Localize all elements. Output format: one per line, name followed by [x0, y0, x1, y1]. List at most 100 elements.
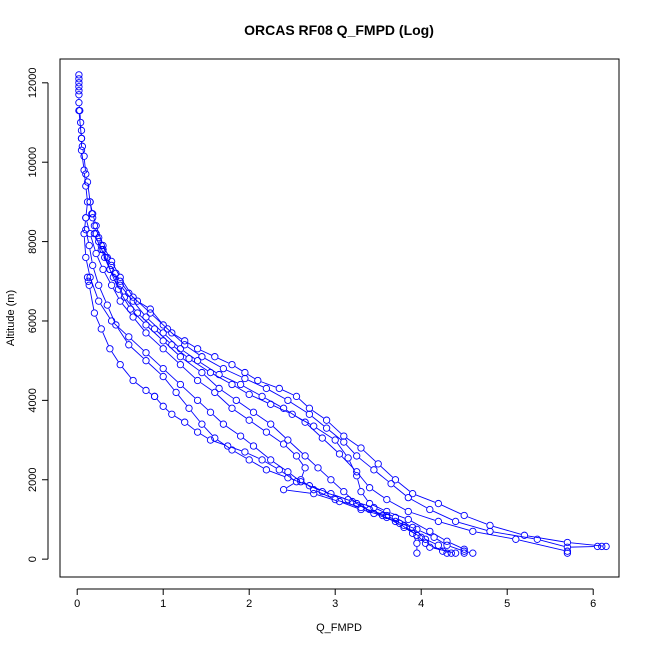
data-point: [198, 420, 206, 428]
series-segment: [358, 474, 368, 486]
series-segment: [458, 521, 487, 531]
data-point: [383, 511, 391, 520]
data-point: [413, 549, 421, 557]
series-segment: [540, 539, 565, 547]
data-point: [77, 134, 86, 143]
series-segment: [221, 390, 234, 399]
series-segment: [363, 450, 376, 462]
series-segment: [174, 415, 182, 421]
data-point: [95, 297, 103, 305]
y-tick-label: 4000: [27, 388, 39, 412]
data-point: [95, 281, 103, 289]
data-point: [82, 214, 90, 222]
series-segment: [226, 369, 242, 378]
data-point: [142, 329, 150, 337]
data-point: [106, 345, 114, 353]
data-point: [383, 513, 391, 522]
series-segment: [243, 437, 251, 445]
series-segment: [105, 260, 113, 275]
series-segment: [372, 504, 384, 511]
data-point: [159, 372, 167, 381]
data-point: [314, 464, 322, 472]
series-segment: [273, 405, 290, 414]
data-point: [344, 495, 352, 504]
series-segment: [372, 489, 385, 498]
series-segment: [89, 249, 93, 262]
data-point: [267, 456, 275, 464]
series-segment: [114, 280, 124, 295]
series-segment: [169, 331, 183, 343]
data-point: [275, 466, 283, 474]
series-9: [75, 106, 460, 557]
series-segment: [380, 465, 394, 478]
data-point: [82, 226, 90, 234]
series-segment: [183, 358, 200, 371]
series-segment: [102, 332, 109, 346]
series-segment: [282, 471, 294, 481]
data-point: [241, 448, 249, 456]
data-point: [451, 549, 460, 557]
series-2: [86, 198, 606, 551]
data-point: [460, 549, 468, 557]
series-segment: [493, 531, 534, 540]
data-point: [443, 537, 451, 545]
data-point: [116, 273, 124, 281]
data-point: [245, 416, 253, 424]
data-point: [318, 434, 326, 442]
series-segment: [364, 510, 380, 515]
data-point: [176, 353, 185, 361]
series-segment: [83, 237, 86, 254]
data-point: [391, 513, 400, 522]
data-point: [241, 374, 249, 383]
data-point: [434, 499, 443, 508]
series-segment: [433, 547, 453, 553]
series-segment: [165, 342, 179, 355]
series-segment: [269, 433, 281, 443]
series-segment: [359, 457, 372, 468]
series-segment: [325, 492, 345, 499]
series-segment: [213, 440, 225, 446]
series-segment: [135, 319, 145, 331]
data-point: [181, 337, 189, 345]
x-axis: 0 1 2 3 4 5 6: [74, 588, 596, 610]
series-segment: [247, 453, 260, 459]
series-segment: [519, 539, 564, 551]
series-segment: [317, 494, 337, 501]
series-segment: [298, 398, 308, 407]
data-point: [78, 142, 87, 150]
data-point: [103, 301, 111, 309]
data-point: [129, 376, 137, 385]
data-point: [159, 329, 167, 337]
series-segment: [424, 538, 436, 545]
data-point: [107, 281, 116, 289]
x-tick-label: 4: [418, 598, 424, 610]
data-point: [365, 484, 374, 492]
data-point: [107, 257, 116, 266]
data-point: [236, 380, 245, 389]
series-segment: [273, 426, 286, 438]
data-point: [193, 376, 202, 385]
series-segment: [393, 485, 406, 496]
series-segment: [376, 471, 389, 482]
data-point: [408, 489, 417, 498]
data-point: [82, 253, 90, 262]
data-point: [327, 476, 335, 484]
series-segment: [419, 530, 432, 537]
series-segment: [287, 489, 311, 494]
series-segment: [320, 469, 329, 478]
data-point: [451, 517, 460, 526]
series-segment: [187, 424, 196, 431]
series-segment: [178, 394, 188, 406]
data-point: [520, 531, 529, 539]
series-segment: [222, 375, 238, 384]
data-point: [404, 493, 412, 502]
data-point: [292, 392, 301, 401]
data-point: [159, 337, 167, 345]
data-point: [150, 325, 159, 333]
data-point: [357, 505, 365, 514]
data-point: [598, 542, 606, 551]
series-segment: [187, 342, 195, 348]
series-segment: [117, 327, 128, 343]
series-segment: [85, 189, 88, 199]
series-segment: [103, 252, 110, 267]
